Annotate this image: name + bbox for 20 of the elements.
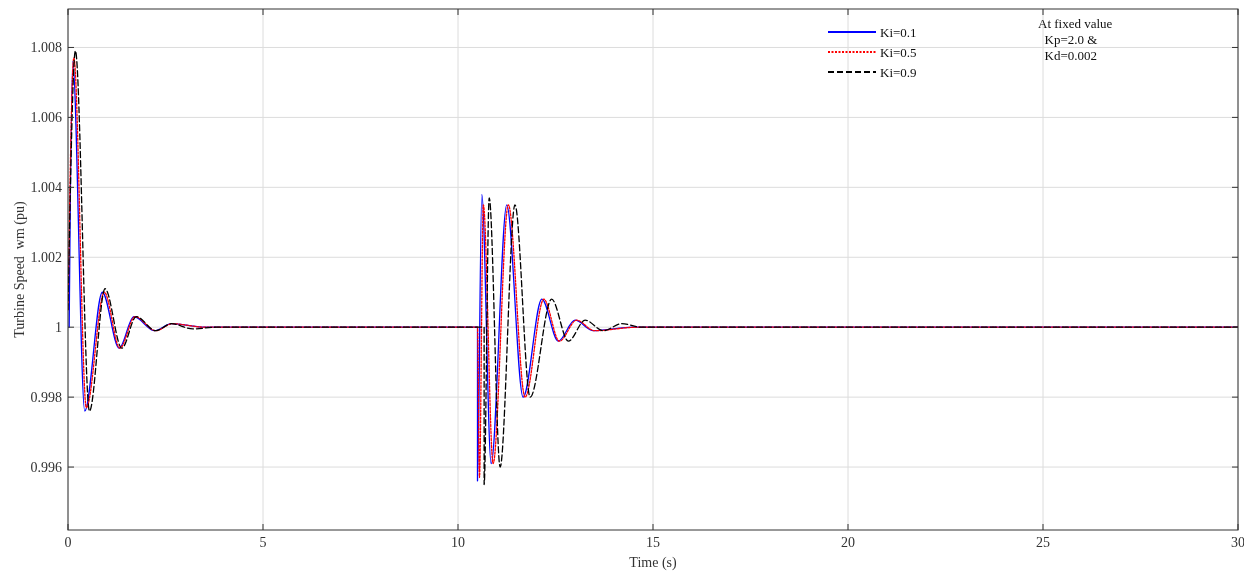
x-axis-title: Time (s) bbox=[629, 555, 677, 571]
x-tick-label: 30 bbox=[1231, 535, 1245, 550]
legend-label: Ki=0.1 bbox=[880, 24, 917, 40]
legend-label: Ki=0.9 bbox=[880, 64, 917, 80]
x-tick-label: 15 bbox=[646, 535, 660, 550]
annotation: At fixed value Kp=2.0 & Kd=0.002 bbox=[1038, 16, 1113, 63]
y-tick-label: 0.996 bbox=[30, 459, 62, 475]
x-tick-label: 20 bbox=[841, 535, 855, 550]
y-tick-label: 1.004 bbox=[30, 180, 62, 196]
y-tick-label: 1.002 bbox=[30, 250, 62, 266]
y-tick-label: 1.008 bbox=[30, 40, 62, 56]
x-tick-label: 25 bbox=[1036, 535, 1050, 550]
legend-label: Ki=0.5 bbox=[880, 44, 917, 60]
x-tick-label: 0 bbox=[64, 535, 72, 550]
x-tick-label: 5 bbox=[259, 535, 267, 550]
y-tick-label: 1 bbox=[55, 320, 62, 336]
x-tick-label: 10 bbox=[451, 535, 465, 550]
y-axis-title: Turbine Speed wm (pu) bbox=[12, 200, 28, 338]
y-tick-label: 1.006 bbox=[30, 110, 62, 126]
y-tick-label: 0.998 bbox=[30, 390, 62, 406]
